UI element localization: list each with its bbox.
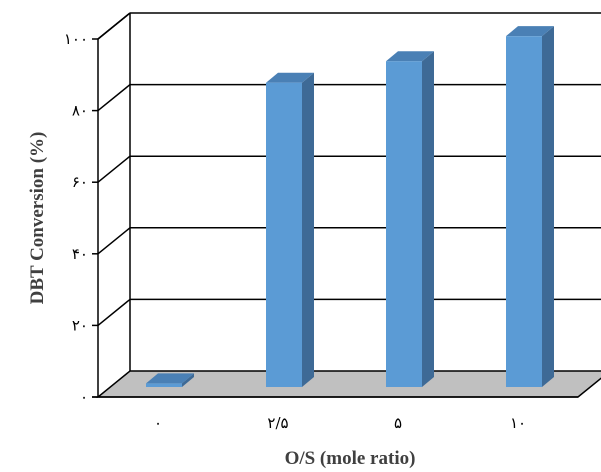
- x-axis-title: O/S (mole ratio): [285, 448, 416, 469]
- bar: [266, 72, 314, 387]
- chart-floor: [92, 370, 601, 398]
- bar-side-face: [422, 51, 434, 387]
- y-tick-labels: ۰ ۲۰ ۴۰ ۶۰ ۸۰ ۱۰۰: [64, 30, 88, 406]
- gridline-side-100: [97, 12, 131, 40]
- y-tick-label: ۴۰: [72, 245, 88, 263]
- chart-walls: [97, 12, 131, 397]
- y-axis-title: DBT Conversion (%): [27, 132, 48, 305]
- bar-front-face: [506, 36, 542, 387]
- x-tick-label: ۲/۵: [267, 414, 288, 432]
- x-tick-label: ۰: [154, 414, 162, 432]
- y-tick-label: ۶۰: [72, 173, 88, 191]
- gridline-side-20: [97, 298, 131, 326]
- x-tick-label: ۱۰: [510, 414, 526, 432]
- x-tick-label: ۵: [394, 414, 402, 432]
- bar-top-face: [266, 72, 314, 83]
- gridline-side-80: [97, 84, 131, 112]
- bar-front-face: [146, 383, 182, 387]
- bar-side-face: [302, 72, 314, 387]
- bar-side-face: [542, 26, 554, 387]
- bars: [146, 26, 554, 387]
- bar: [506, 26, 554, 387]
- gridline-side-60: [97, 155, 131, 183]
- y-tick-label: ۸۰: [72, 102, 88, 120]
- x-tick-labels: ۰ ۲/۵ ۵ ۱۰: [154, 414, 526, 432]
- bar-side-face: [182, 373, 194, 387]
- y-tick-label: ۰: [80, 388, 88, 406]
- bar: [146, 373, 194, 387]
- bar-front-face: [266, 82, 302, 387]
- bar: [386, 51, 434, 387]
- bar-top-face: [506, 26, 554, 37]
- y-tick-label: ۲۰: [72, 316, 88, 334]
- bar-front-face: [386, 61, 422, 387]
- bar-top-face: [146, 373, 194, 384]
- bar-top-face: [386, 51, 434, 62]
- y-tick-label: ۱۰۰: [64, 30, 88, 48]
- gridline-side-40: [97, 227, 131, 255]
